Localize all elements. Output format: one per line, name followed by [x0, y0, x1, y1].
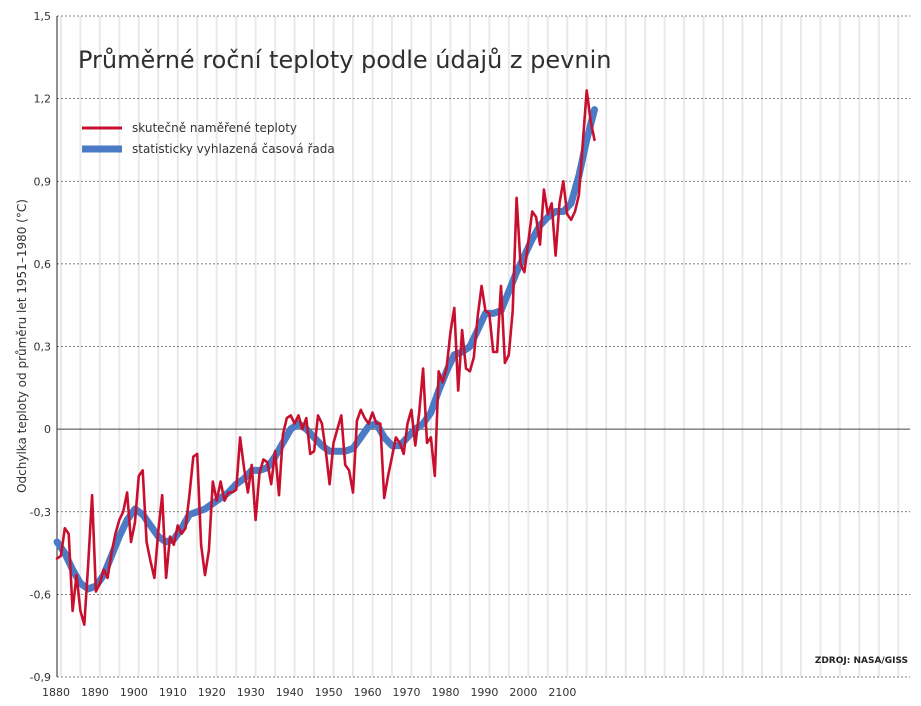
x-tick-label: 2000: [509, 686, 537, 699]
y-tick-label: 1,5: [34, 10, 52, 23]
x-tick-label: 1990: [470, 686, 498, 699]
x-tick-label: 1880: [42, 686, 70, 699]
y-tick-labels: 1,5 1,2 0,9 0,6 0,3 0 -0,3 -0,6 -0,9: [30, 10, 51, 684]
legend-label-smoothed: statisticky vyhlazená časová řada: [132, 142, 335, 156]
y-tick-label: 0: [44, 423, 51, 436]
y-tick-label: -0,9: [30, 671, 51, 684]
x-tick-label: 1920: [198, 686, 226, 699]
legend: skutečně naměřené teploty statisticky vy…: [82, 121, 335, 156]
chart-title: Průměrné roční teploty podle údajů z pev…: [78, 46, 611, 74]
x-tick-label: 1930: [237, 686, 265, 699]
x-tick-label: 1950: [315, 686, 343, 699]
y-axis-label: Odchylka teploty od průměru let 1951–198…: [15, 199, 29, 493]
x-tick-label: 1900: [120, 686, 148, 699]
y-tick-label: 0,6: [34, 258, 52, 271]
legend-label-measured: skutečně naměřené teploty: [132, 121, 297, 135]
y-tick-label: 0,3: [34, 341, 52, 354]
y-tick-label: 0,9: [34, 175, 52, 188]
series-measured-line: [55, 89, 596, 627]
x-tick-label: 2100: [548, 686, 576, 699]
x-tick-label: 1970: [393, 686, 421, 699]
y-tick-label: -0,6: [30, 588, 51, 601]
x-tick-labels: 1880 1890 1900 1910 1920 1930 1940 1950 1960 1970…: [42, 686, 576, 699]
y-tick-label: 1,2: [34, 93, 52, 106]
x-tick-label: 1960: [354, 686, 382, 699]
x-tick-label: 1980: [431, 686, 459, 699]
source-note: ZDROJ: NASA/GISS: [815, 656, 908, 666]
x-tick-label: 1940: [276, 686, 304, 699]
horizontal-gridlines: [56, 15, 910, 678]
x-tick-label: 1890: [81, 686, 109, 699]
series-lines: [53, 89, 598, 627]
x-tick-label: 1910: [159, 686, 187, 699]
y-tick-label: -0,3: [30, 506, 51, 519]
